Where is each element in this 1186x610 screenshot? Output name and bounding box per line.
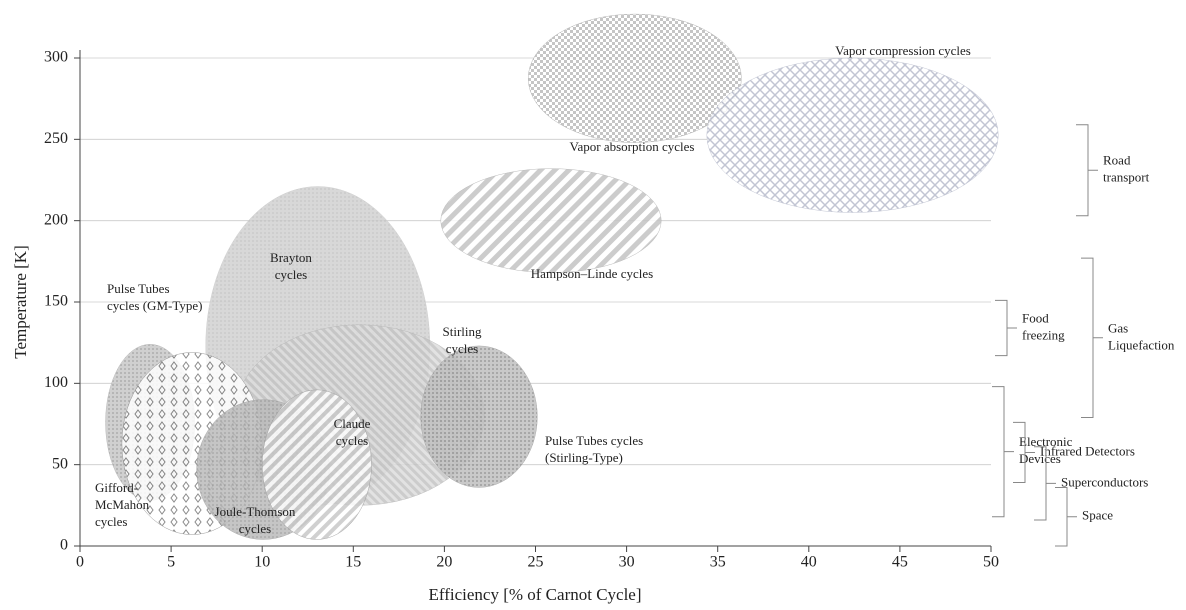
x-tick-label: 40 <box>801 554 817 571</box>
application-label: Food <box>1022 311 1049 326</box>
bracket <box>1081 257 1103 418</box>
region-label: Joule-Thomson <box>215 504 296 519</box>
region-label: Gifford- <box>95 480 138 495</box>
application-label: Infrared Detectors <box>1040 443 1135 458</box>
x-tick-label: 35 <box>710 554 726 571</box>
application-label: Devices <box>1019 451 1061 466</box>
x-tick-label: 25 <box>528 554 544 571</box>
region-label: Stirling <box>442 324 482 339</box>
x-tick-label: 10 <box>254 554 270 571</box>
application-label: Electronic <box>1019 434 1073 449</box>
plot-area <box>80 13 999 540</box>
y-tick-label: 150 <box>44 293 68 310</box>
region-label: cycles (GM-Type) <box>107 298 202 313</box>
application-label: Space <box>1082 508 1113 523</box>
x-axis-label: Efficiency [% of Carnot Cycle] <box>428 585 641 604</box>
region-label: Pulse Tubes cycles <box>545 433 643 448</box>
y-tick-label: 200 <box>44 211 68 228</box>
bracket <box>1076 124 1098 217</box>
region-label: (Stirling-Type) <box>545 450 623 465</box>
region-label: cycles <box>239 521 271 536</box>
bracket <box>992 386 1014 518</box>
region <box>261 389 372 540</box>
region-label: Pulse Tubes <box>107 281 170 296</box>
region-label: cycles <box>95 514 127 529</box>
region-label: McMahon <box>95 497 150 512</box>
region <box>420 345 538 488</box>
x-tick-label: 45 <box>892 554 908 571</box>
region-label: Vapor absorption cycles <box>570 139 695 154</box>
x-tick-label: 20 <box>436 554 452 571</box>
y-axis-label: Temperature [K] <box>11 245 30 359</box>
application-label: Superconductors <box>1061 474 1148 489</box>
region-label: cycles <box>446 341 478 356</box>
application-label: Gas <box>1108 320 1128 335</box>
region-label: Claude <box>334 416 371 431</box>
y-tick-label: 50 <box>52 455 68 472</box>
y-tick-label: 0 <box>60 537 68 554</box>
bracket <box>1013 421 1035 484</box>
application-label: Road <box>1103 153 1131 168</box>
region <box>440 168 662 273</box>
region-label: cycles <box>336 433 368 448</box>
region-label: Brayton <box>270 250 312 265</box>
application-label: transport <box>1103 170 1150 185</box>
bracket <box>1034 446 1056 521</box>
application-label: freezing <box>1022 328 1065 343</box>
x-tick-label: 0 <box>76 554 84 571</box>
x-tick-label: 15 <box>345 554 361 571</box>
application-label: Liquefaction <box>1108 337 1175 352</box>
y-tick-label: 250 <box>44 130 68 147</box>
bracket <box>1055 486 1077 547</box>
region-label: cycles <box>275 267 307 282</box>
y-tick-label: 300 <box>44 49 68 66</box>
bracket <box>995 299 1017 357</box>
x-tick-label: 30 <box>619 554 635 571</box>
region <box>706 57 999 213</box>
y-tick-label: 100 <box>44 374 68 391</box>
region <box>527 13 742 143</box>
x-tick-label: 5 <box>167 554 175 571</box>
region-label: Hampson–Linde cycles <box>531 266 653 281</box>
x-tick-label: 50 <box>983 554 999 571</box>
region-label: Vapor compression cycles <box>835 43 971 58</box>
